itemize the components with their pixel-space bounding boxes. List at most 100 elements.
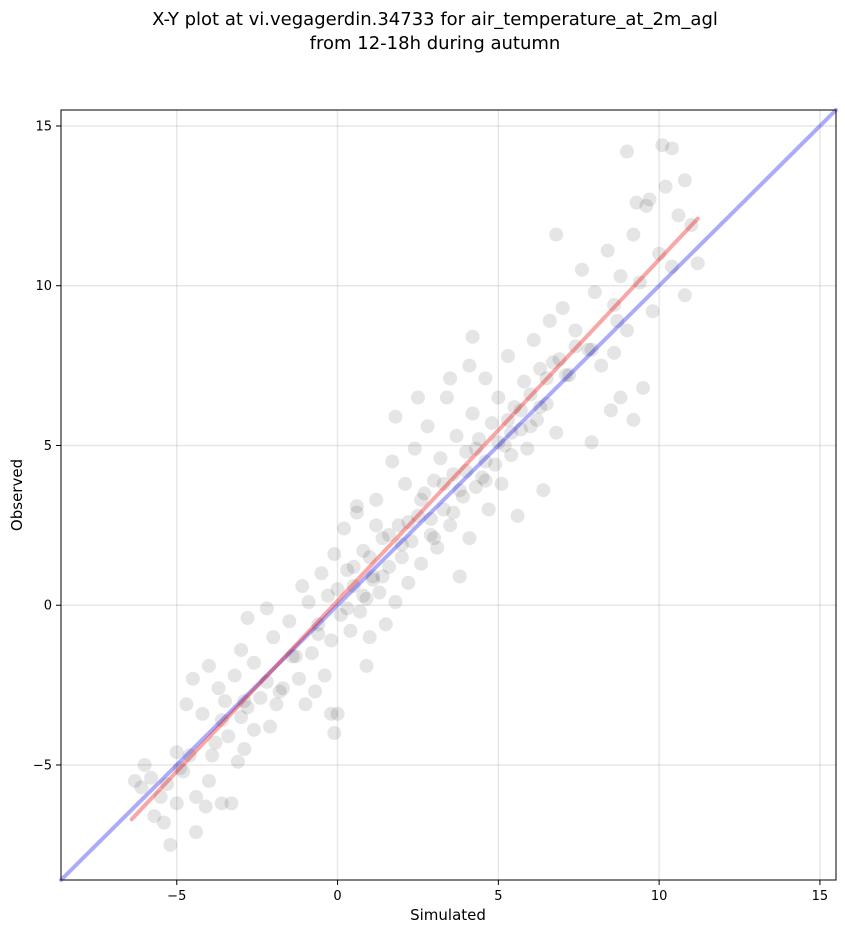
data-point bbox=[153, 789, 168, 804]
data-point bbox=[327, 547, 342, 562]
data-point bbox=[468, 480, 483, 495]
data-point bbox=[500, 412, 515, 427]
data-point bbox=[401, 515, 416, 530]
data-point bbox=[465, 329, 480, 344]
x-tick-label: 10 bbox=[651, 889, 668, 904]
x-tick-label: 5 bbox=[494, 889, 502, 904]
data-point bbox=[555, 301, 570, 316]
data-point bbox=[430, 540, 445, 555]
data-point bbox=[189, 789, 204, 804]
data-point bbox=[523, 419, 538, 434]
data-point bbox=[603, 403, 618, 418]
data-point bbox=[346, 579, 361, 594]
data-point bbox=[330, 706, 345, 721]
data-point bbox=[488, 457, 503, 472]
data-point bbox=[581, 342, 596, 357]
data-point bbox=[587, 285, 602, 300]
data-point bbox=[420, 419, 435, 434]
data-point bbox=[526, 333, 541, 348]
data-point bbox=[295, 579, 310, 594]
data-point bbox=[446, 505, 461, 520]
data-point bbox=[308, 684, 323, 699]
x-tick-label: 0 bbox=[333, 889, 341, 904]
data-point bbox=[529, 412, 544, 427]
data-point bbox=[504, 425, 519, 440]
data-point bbox=[266, 630, 281, 645]
data-point bbox=[517, 374, 532, 389]
data-point bbox=[504, 448, 519, 463]
data-point bbox=[446, 467, 461, 482]
y-tick-label: 5 bbox=[44, 439, 52, 454]
y-axis-label: Observed bbox=[8, 459, 26, 531]
data-point bbox=[423, 527, 438, 542]
data-point bbox=[459, 444, 474, 459]
data-point bbox=[398, 476, 413, 491]
data-point bbox=[452, 483, 467, 498]
data-point bbox=[436, 502, 451, 517]
plot-frame bbox=[60, 109, 837, 881]
data-point bbox=[462, 531, 477, 546]
axis-ticks: −5 0 5 10 15 −5 0 5 10 15 bbox=[33, 119, 828, 904]
data-point bbox=[208, 735, 223, 750]
data-point bbox=[234, 642, 249, 657]
data-point bbox=[298, 697, 313, 712]
data-point bbox=[626, 412, 641, 427]
data-point bbox=[163, 837, 178, 852]
data-point bbox=[340, 601, 355, 616]
data-point bbox=[356, 588, 371, 603]
data-point bbox=[671, 208, 686, 223]
data-point bbox=[677, 173, 692, 188]
data-point bbox=[664, 141, 679, 156]
data-point bbox=[417, 486, 432, 501]
y-tick-label: 10 bbox=[35, 279, 52, 294]
y-tick-label: −5 bbox=[33, 758, 52, 773]
data-point bbox=[500, 349, 515, 364]
data-point bbox=[562, 368, 577, 383]
data-point bbox=[137, 757, 152, 772]
data-point bbox=[388, 409, 403, 424]
data-point bbox=[333, 607, 348, 622]
data-point bbox=[410, 390, 425, 405]
fit-line bbox=[129, 216, 700, 822]
data-point bbox=[491, 390, 506, 405]
data-point bbox=[359, 591, 374, 606]
data-point bbox=[343, 623, 358, 638]
data-point bbox=[613, 269, 628, 284]
data-point bbox=[356, 543, 371, 558]
data-point bbox=[336, 521, 351, 536]
data-point bbox=[452, 569, 467, 584]
data-point bbox=[468, 441, 483, 456]
data-point bbox=[427, 531, 442, 546]
data-point bbox=[221, 729, 236, 744]
data-point bbox=[584, 435, 599, 450]
data-point bbox=[642, 192, 657, 207]
data-point bbox=[684, 218, 699, 233]
data-point bbox=[391, 518, 406, 533]
data-point bbox=[690, 256, 705, 271]
data-point bbox=[198, 799, 213, 814]
data-point bbox=[652, 246, 667, 261]
data-point bbox=[269, 697, 284, 712]
data-point bbox=[346, 559, 361, 574]
data-point bbox=[234, 710, 249, 725]
data-point bbox=[369, 492, 384, 507]
data-point bbox=[237, 742, 252, 757]
data-point bbox=[497, 438, 512, 453]
data-point bbox=[169, 745, 184, 760]
data-point bbox=[533, 400, 548, 415]
data-point bbox=[607, 345, 622, 360]
data-point bbox=[172, 761, 187, 776]
data-point bbox=[626, 227, 641, 242]
data-point bbox=[156, 815, 171, 830]
data-point bbox=[423, 511, 438, 526]
data-point bbox=[619, 323, 634, 338]
one-to-one-line bbox=[59, 108, 838, 882]
data-point bbox=[365, 572, 380, 587]
data-point bbox=[240, 611, 255, 626]
data-point bbox=[169, 796, 184, 811]
data-point bbox=[237, 694, 252, 709]
data-point bbox=[205, 748, 220, 763]
data-point bbox=[546, 355, 561, 370]
data-point bbox=[134, 780, 149, 795]
data-point bbox=[558, 368, 573, 383]
